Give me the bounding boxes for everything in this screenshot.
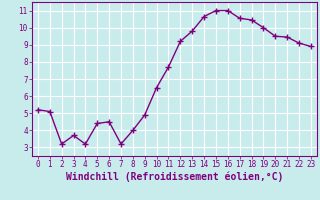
X-axis label: Windchill (Refroidissement éolien,°C): Windchill (Refroidissement éolien,°C) [66,172,283,182]
